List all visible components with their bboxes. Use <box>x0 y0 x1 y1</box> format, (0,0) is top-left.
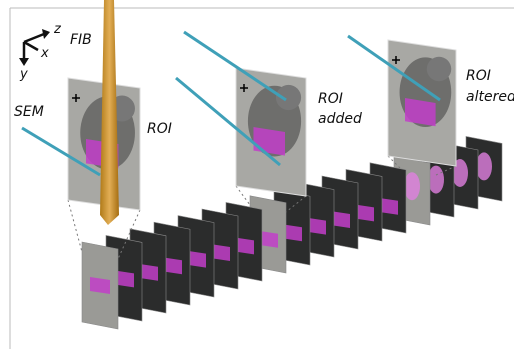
label: ROI <box>147 121 172 137</box>
label: added <box>318 111 362 127</box>
label: ROI <box>318 91 343 107</box>
connector <box>236 186 250 205</box>
connector <box>68 200 82 252</box>
label: FIB <box>70 32 92 48</box>
axis-label: z <box>53 22 62 37</box>
diagram: z x y FIB SEM ROI ROI added ROI altered <box>0 0 514 349</box>
axis-label: x <box>40 46 49 61</box>
sample <box>427 57 451 81</box>
roi-mark <box>428 166 444 194</box>
axis-label: y <box>19 67 28 82</box>
roi-mark <box>404 172 420 200</box>
roi-mark <box>476 152 492 180</box>
sem-beam <box>184 32 286 100</box>
axes-icon: z x y <box>19 22 62 82</box>
roi <box>254 127 286 156</box>
label: altered <box>466 89 514 105</box>
fib-beam <box>100 0 119 225</box>
label: SEM <box>14 104 44 120</box>
label: ROI <box>466 68 491 84</box>
